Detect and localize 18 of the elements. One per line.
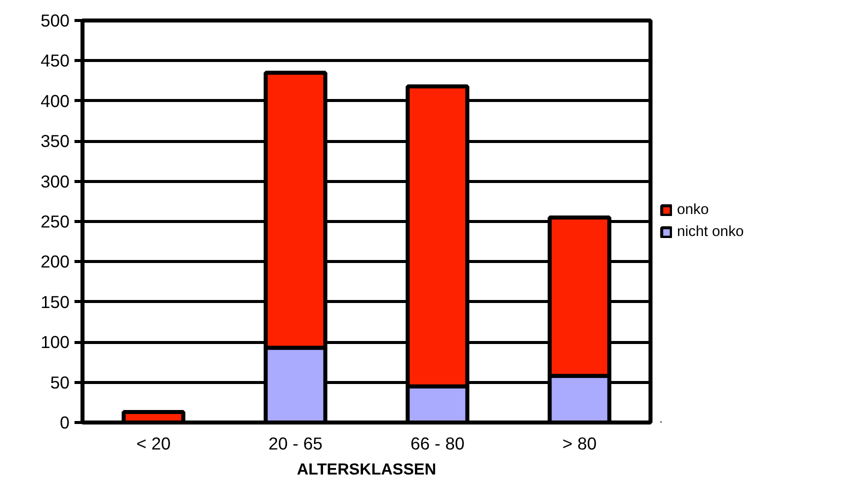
y-tick-label: 200: [40, 252, 70, 272]
y-tick-label: 500: [40, 10, 70, 30]
x-axis-title: ALTERSKLASSEN: [296, 462, 436, 478]
y-tick-label: 250: [40, 212, 70, 232]
y-tick-label: 400: [40, 90, 70, 111]
x-tick-label: > 80: [562, 434, 597, 454]
x-tick-label: 20 - 65: [268, 434, 322, 454]
y-tick-label: 50: [50, 372, 70, 392]
y-tick-label: 350: [40, 131, 70, 152]
y-tick-label: 150: [40, 292, 70, 312]
y-tick-label: 300: [40, 171, 70, 192]
x-tick-label: < 20: [136, 434, 171, 454]
legend-label: onko: [677, 202, 709, 218]
legend-label: nicht onko: [677, 224, 744, 240]
y-tick-label: 0: [60, 412, 70, 432]
y-tick-label: 450: [40, 50, 70, 71]
x-tick-label: 66 - 80: [410, 434, 464, 454]
y-tick-label: 100: [40, 332, 70, 352]
